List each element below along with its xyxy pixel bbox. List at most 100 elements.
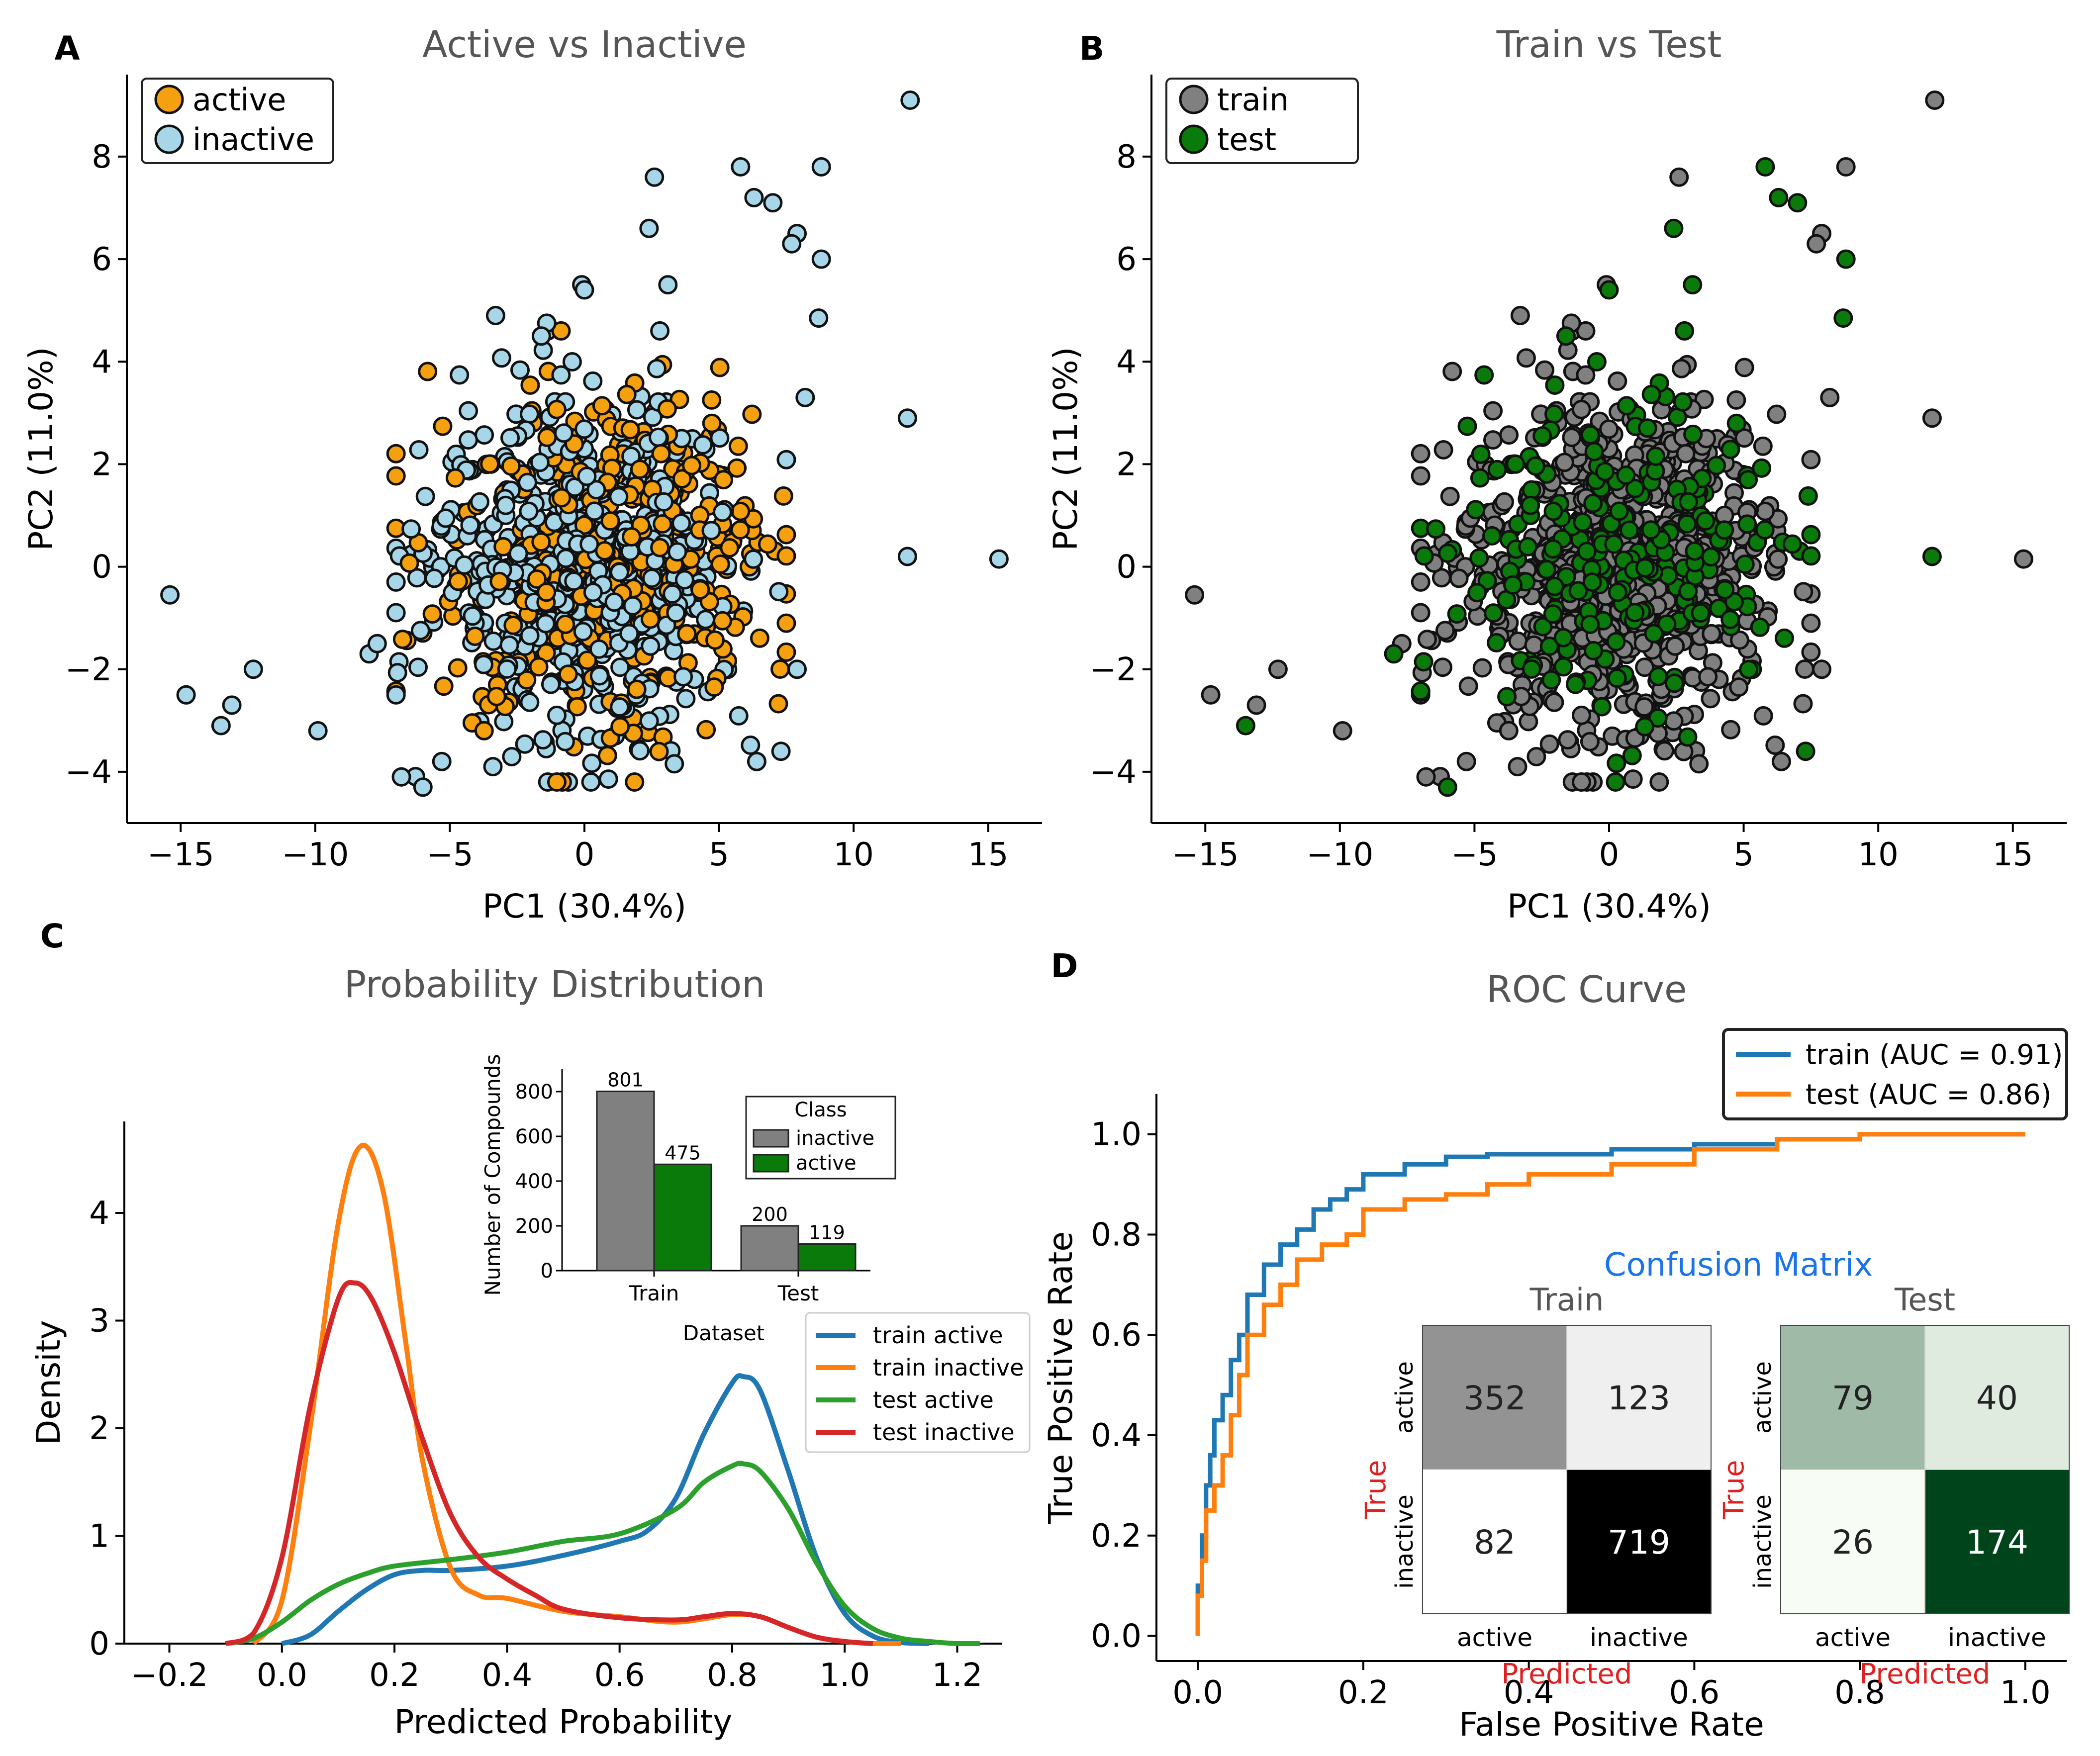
scatter-point	[619, 624, 639, 644]
roc-line-test	[1195, 1132, 2025, 1636]
scatter-point	[1836, 249, 1856, 269]
scatter-point	[1414, 652, 1433, 672]
scatter-point	[1702, 624, 1721, 644]
scatter-point	[1726, 413, 1746, 433]
scatter-point	[1518, 537, 1538, 556]
y-axis-label: PC2 (11.0%)	[22, 347, 60, 551]
scatter-point	[787, 659, 807, 679]
legend-label: test	[1217, 121, 1276, 158]
scatter-point	[483, 631, 503, 651]
scatter-point	[1526, 456, 1545, 476]
x-tick-label: 0.4	[1504, 1674, 1554, 1711]
x-tick-label: 0.4	[481, 1657, 532, 1694]
scatter-point	[1583, 493, 1603, 513]
scatter-point	[459, 430, 478, 450]
scatter-point	[701, 521, 721, 541]
scatter-point	[1782, 534, 1802, 554]
scatter-point	[897, 408, 917, 428]
scatter-point	[776, 546, 796, 566]
scatter-point	[415, 486, 435, 506]
scatter-point	[727, 458, 747, 478]
scatter-point	[424, 568, 444, 588]
inset-bar-active	[797, 1243, 857, 1272]
inset-legend-swatch	[753, 1129, 789, 1148]
scatter-point	[677, 624, 697, 644]
scatter-point	[1469, 548, 1489, 568]
scatter-point	[730, 520, 750, 540]
scatter-point	[558, 664, 578, 684]
scatter-point	[589, 639, 609, 659]
scatter-point	[617, 384, 637, 404]
y-tick-label: 8	[1116, 139, 1137, 176]
scatter-point	[1449, 568, 1469, 588]
y-tick-label: 4	[1116, 344, 1137, 380]
scatter-point	[1753, 436, 1773, 456]
scatter-point	[640, 609, 660, 629]
y-tick-label: −4	[1090, 754, 1137, 791]
scatter-point	[455, 555, 474, 575]
scatter-point	[1554, 453, 1574, 472]
scatter-point	[1730, 630, 1749, 650]
panel-A: A Active vs Inactive −15 −10 −5 0 5 10 15 −4 −2 0 2 4…	[22, 23, 1042, 925]
inset-bar-chart: 0 200 400 600 800 Train 801 475 Test 200 119 Datase…	[480, 1054, 896, 1345]
scatter-point	[610, 717, 630, 737]
scatter-point	[1573, 512, 1593, 532]
y-tick-label: 3	[89, 1303, 109, 1340]
scatter-point	[519, 501, 539, 521]
scatter-point	[627, 679, 647, 699]
scatter-point	[639, 218, 659, 238]
scatter-point	[589, 666, 609, 686]
scatter-point	[1576, 365, 1596, 385]
x-tick-label: 0.8	[1834, 1674, 1885, 1711]
scatter-point	[1625, 478, 1645, 498]
scatter-point	[773, 486, 793, 506]
scatter-point	[577, 650, 597, 670]
scatter-points	[1185, 91, 2033, 797]
panel-B: B Train vs Test −15 −10 −5 0 5 10 15 −4 −2 0 2 4 6 8 PC1…	[1047, 23, 2067, 925]
scatter-point	[1735, 555, 1755, 574]
scatter-point	[1440, 486, 1460, 506]
scatter-point	[1788, 193, 1808, 213]
scatter-point	[1609, 501, 1629, 521]
scatter-point	[1522, 659, 1541, 679]
scatter-point	[556, 549, 576, 568]
scatter-point	[391, 767, 411, 787]
cm-row-label: inactive	[1749, 1494, 1777, 1589]
scatter-point	[622, 527, 642, 547]
scatter-point	[809, 308, 829, 328]
scatter-point	[693, 435, 713, 455]
scatter-point	[1503, 575, 1523, 595]
scatter-point	[1641, 520, 1661, 540]
scatter-point	[658, 275, 678, 295]
scatter-point	[704, 677, 724, 697]
scatter-point	[530, 453, 550, 472]
cm-col-label: inactive	[1948, 1623, 2046, 1652]
scatter-point	[520, 404, 539, 424]
scatter-point	[531, 532, 551, 552]
scatter-point	[1544, 576, 1564, 596]
scatter-point	[1608, 371, 1627, 391]
scatter-point	[1482, 526, 1502, 546]
scatter-point	[474, 721, 494, 740]
cm-col-label: active	[1815, 1623, 1891, 1652]
scatter-point	[1483, 401, 1503, 421]
inset-bar-label: 801	[607, 1069, 644, 1091]
cm-cell	[1924, 1469, 2070, 1614]
confusion-matrix-title: Confusion Matrix	[1604, 1247, 1873, 1284]
scatter-point	[1447, 604, 1467, 624]
x-tick-label: −15	[147, 836, 214, 873]
scatter-point	[1801, 525, 1821, 545]
scatter-point	[422, 604, 442, 624]
scatter-point	[1411, 466, 1431, 486]
scatter-point	[1471, 445, 1491, 464]
scatter-point	[386, 685, 406, 705]
scatter-point	[1750, 617, 1770, 637]
scatter-point	[1616, 465, 1636, 485]
y-tick-label: 0.6	[1091, 1317, 1142, 1354]
scatter-point	[582, 753, 602, 773]
scatter-point	[1679, 492, 1698, 512]
scatter-point	[448, 658, 468, 678]
scatter-point	[731, 157, 751, 177]
scatter-point	[1685, 541, 1705, 561]
scatter-point	[465, 627, 485, 646]
